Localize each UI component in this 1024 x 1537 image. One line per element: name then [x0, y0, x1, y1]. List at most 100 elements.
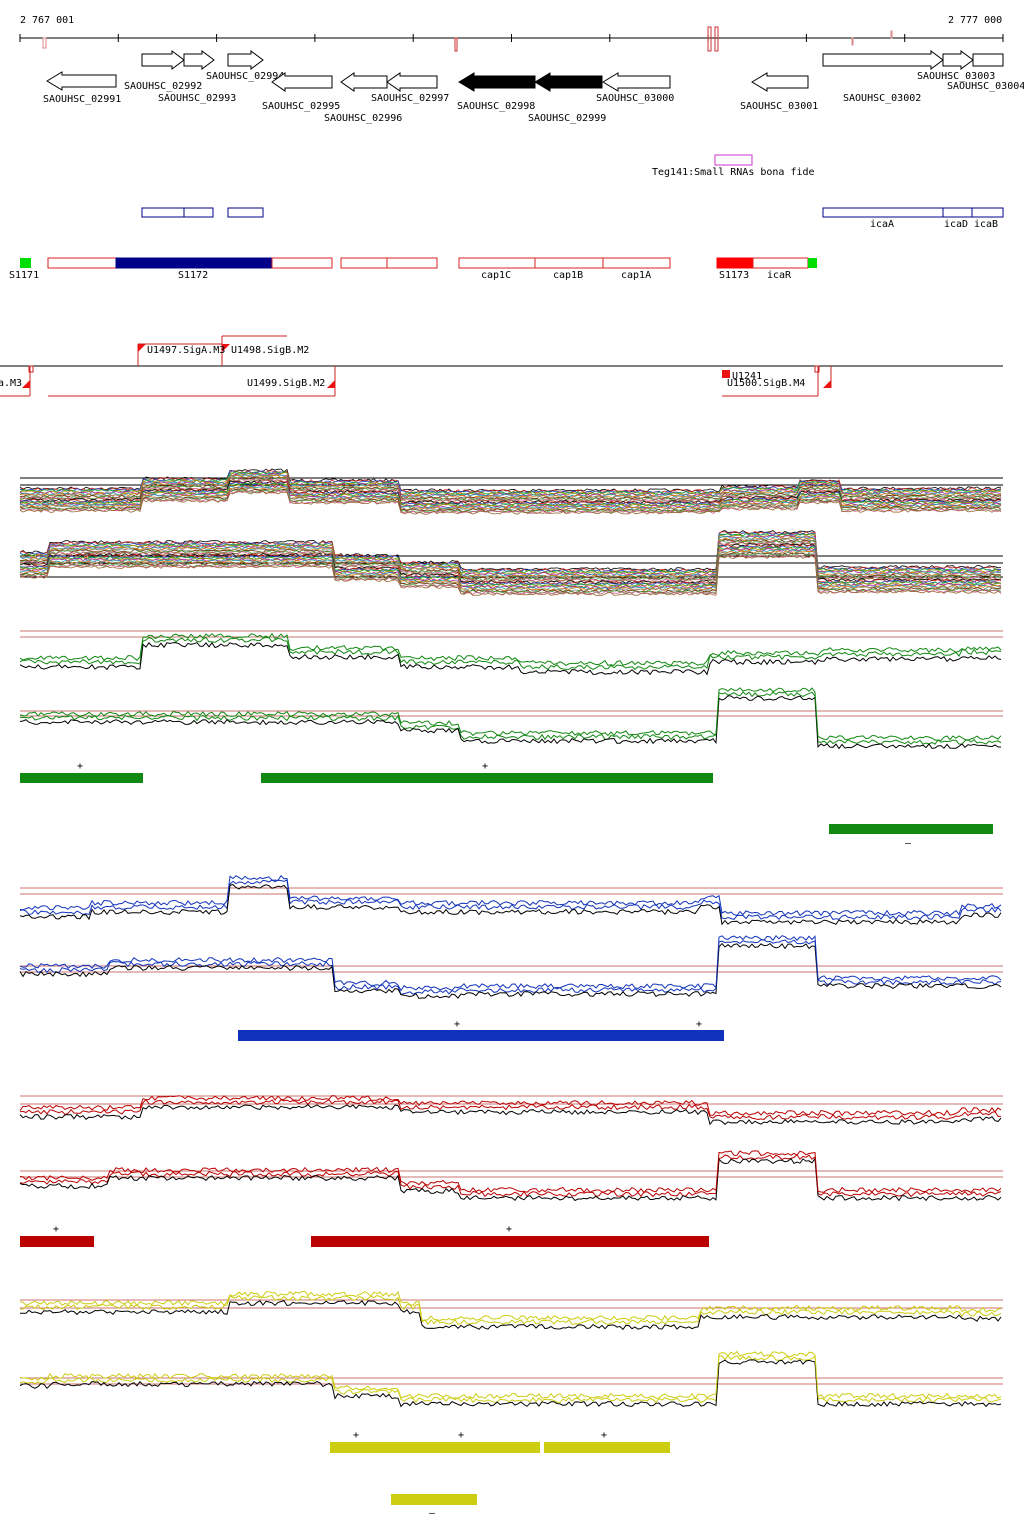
condition-track-lower: [19, 1150, 1002, 1194]
segment-box[interactable]: [386, 257, 438, 269]
gene-arrow-02997[interactable]: [386, 72, 438, 92]
sample-track-upper: [19, 489, 1002, 514]
segment-label-S1171: S1171: [9, 270, 39, 281]
segment-box[interactable]: [271, 257, 333, 269]
green-minus-mark: –: [905, 838, 912, 849]
sample-track-lower: [19, 532, 1002, 573]
yellow-panel: [19, 1290, 1003, 1408]
gene-label-02997: SAOUHSC_02997: [371, 93, 449, 104]
promoter-flag[interactable]: [138, 344, 146, 352]
promoter-flag[interactable]: [222, 344, 230, 352]
blue-plus-segment[interactable]: [238, 1030, 724, 1041]
yellow-minus-segment[interactable]: [391, 1494, 477, 1505]
gene-arrow-03001[interactable]: [751, 72, 809, 92]
yellow-plus-mark: +: [601, 1430, 607, 1441]
promoter-small-box[interactable]: [28, 365, 34, 373]
condition-track-upper: [19, 1098, 1002, 1121]
condition-track-upper: [19, 1104, 1002, 1126]
red-plus-mark: +: [53, 1224, 59, 1235]
condition-panels: [19, 630, 1003, 1408]
condition-track-upper: [19, 636, 1002, 671]
condition-track-lower: [19, 687, 1002, 741]
gene-label-02995: SAOUHSC_02995: [262, 101, 340, 112]
segment-box[interactable]: [340, 257, 388, 269]
gene-label-03003: SAOUHSC_03003: [917, 71, 995, 82]
ruler-mark: [890, 30, 893, 39]
sample-track-lower: [19, 533, 1002, 574]
green-plus-mark: +: [482, 761, 488, 772]
condition-track-upper: [19, 1294, 1002, 1326]
sample-track-lower: [19, 552, 1002, 593]
gene-label-03004: SAOUHSC_03004: [947, 81, 1024, 92]
green-plus-segment[interactable]: [20, 773, 143, 783]
sample-track-lower: [19, 543, 1002, 584]
gene-label-02999: SAOUHSC_02999: [528, 113, 606, 124]
condition-track-lower: [19, 1157, 1002, 1202]
operon-box-icaA[interactable]: [822, 207, 944, 218]
gene-arrow-02993[interactable]: [183, 50, 215, 70]
gene-arrow-03000[interactable]: [602, 72, 671, 92]
sample-track-lower: [19, 555, 1002, 596]
promoter-small-box[interactable]: [814, 365, 820, 373]
segment-marker[interactable]: [808, 258, 817, 268]
gene-arrow-02991[interactable]: [46, 71, 117, 91]
gene-arrow-02999[interactable]: [534, 72, 603, 92]
promoter-label-aM3: a.M3: [0, 378, 22, 389]
operon-box[interactable]: [183, 207, 214, 218]
yellow-plus-mark: +: [353, 1430, 359, 1441]
gene-arrow-03003[interactable]: [942, 50, 974, 70]
segment-cap1A[interactable]: [602, 257, 671, 269]
gene-arrow-02996[interactable]: [340, 72, 388, 92]
sample-track-upper: [19, 490, 1002, 515]
promoter-box-U1241[interactable]: [722, 370, 730, 378]
green-minus-segment[interactable]: [829, 824, 993, 834]
gene-label-02996: SAOUHSC_02996: [324, 113, 402, 124]
sample-track-upper: [19, 472, 1002, 497]
small-rna-box[interactable]: [714, 154, 753, 166]
segment-icaR[interactable]: [752, 257, 809, 269]
red-plus-segment[interactable]: [311, 1236, 709, 1247]
segment-cap1B[interactable]: [534, 257, 604, 269]
segment-label-cap1A: cap1A: [621, 270, 651, 281]
ruler-mark: [707, 26, 712, 52]
operon-track: icaA icaD icaB: [141, 207, 1004, 230]
sample-track-upper: [19, 476, 1002, 501]
promoter-label-U1241: U1241: [732, 371, 762, 382]
yellow-plus-segment[interactable]: [386, 1442, 540, 1453]
operon-box[interactable]: [141, 207, 185, 218]
condition-track-upper: [19, 1290, 1002, 1322]
green-plus-segment[interactable]: [261, 773, 713, 783]
operon-box-icaD[interactable]: [942, 207, 973, 218]
green-plus-mark: +: [77, 761, 83, 772]
promoter-label-U1500: U1500.SigB.M4: [727, 378, 805, 389]
segment-S1172[interactable]: [115, 257, 273, 269]
segment-box[interactable]: [47, 257, 117, 269]
sample-track-upper: [19, 474, 1002, 499]
segment-label-cap1C: cap1C: [481, 270, 511, 281]
sample-track-upper: [19, 479, 1002, 504]
segment-S1173[interactable]: [716, 257, 754, 269]
gene-arrow-02995[interactable]: [271, 72, 333, 92]
condition-track-lower: [19, 1350, 1002, 1400]
sample-track-lower: [19, 550, 1002, 591]
promoter-flag[interactable]: [327, 380, 335, 388]
yellow-plus-segment[interactable]: [544, 1442, 670, 1453]
yellow-plus-segment[interactable]: [330, 1442, 386, 1453]
gene-track: SAOUHSC_02991 SAOUHSC_02992 SAOUHSC_0299…: [43, 50, 1024, 124]
gene-arrow-02994[interactable]: [227, 50, 264, 70]
gene-arrow-03004[interactable]: [972, 53, 1004, 67]
segment-cap1C[interactable]: [458, 257, 536, 269]
condition-track-upper: [19, 884, 1002, 926]
promoter-flag[interactable]: [22, 380, 30, 388]
gene-arrow-03002[interactable]: [822, 50, 944, 70]
small-rna-label: Teg141:Small RNAs bona fide: [652, 167, 815, 178]
operon-box[interactable]: [227, 207, 264, 218]
red-plus-segment[interactable]: [20, 1236, 94, 1247]
operon-box-icaB[interactable]: [971, 207, 1004, 218]
promoter-flag[interactable]: [823, 380, 831, 388]
gene-arrow-02992[interactable]: [141, 50, 185, 70]
gene-arrow-02998[interactable]: [458, 72, 536, 92]
yellow-plus-mark: +: [458, 1430, 464, 1441]
segment-marker-S1171[interactable]: [20, 258, 31, 268]
